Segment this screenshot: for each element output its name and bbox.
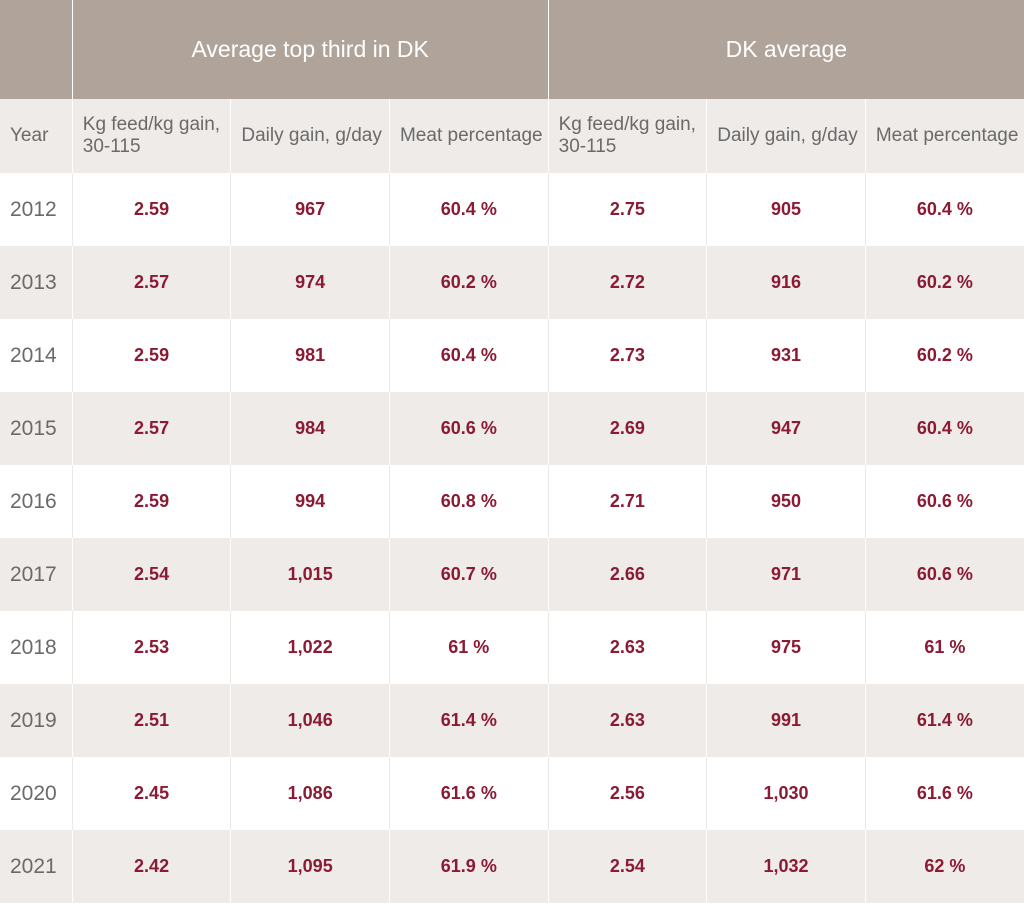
- dk-average-meat-cell: 61.6 %: [864, 757, 1024, 830]
- top-third-meat-cell: 60.7 %: [388, 538, 549, 611]
- table-row: 2017 2.54 1,015 60.7 % 2.66 971 60.6 %: [0, 538, 1024, 611]
- dk-average-meat-cell: 60.2 %: [864, 246, 1024, 319]
- dk-average-gain-cell: 975: [706, 611, 866, 684]
- year-cell: 2019: [0, 684, 73, 757]
- table-row: 2014 2.59 981 60.4 % 2.73 931 60.2 %: [0, 319, 1024, 392]
- year-cell: 2020: [0, 757, 73, 830]
- dk-average-gain-cell: 916: [706, 246, 866, 319]
- top-third-feed-cell: 2.51: [71, 684, 231, 757]
- table-row: 2019 2.51 1,046 61.4 % 2.63 991 61.4 %: [0, 684, 1024, 757]
- table-row: 2012 2.59 967 60.4 % 2.75 905 60.4 %: [0, 173, 1024, 246]
- table-row: 2018 2.53 1,022 61 % 2.63 975 61 %: [0, 611, 1024, 684]
- dk-average-gain-cell: 950: [706, 465, 866, 538]
- top-third-gain-cell: 981: [230, 319, 390, 392]
- table-body: 2012 2.59 967 60.4 % 2.75 905 60.4 % 2013 2.57 97…: [0, 173, 1024, 903]
- top-third-meat-cell: 61.4 %: [388, 684, 549, 757]
- column-header-year: Year: [0, 99, 73, 173]
- dk-average-meat-cell: 60.4 %: [864, 173, 1024, 246]
- column-header-gain: Daily gain, g/day: [706, 99, 866, 173]
- column-header-feed: Kg feed/kg gain, 30-115: [71, 99, 231, 173]
- column-header-meat: Meat percentage: [388, 99, 549, 173]
- column-header-gain: Daily gain, g/day: [230, 99, 390, 173]
- year-cell: 2014: [0, 319, 73, 392]
- year-cell: 2013: [0, 246, 73, 319]
- dk-average-meat-cell: 60.2 %: [864, 319, 1024, 392]
- top-third-gain-cell: 1,086: [230, 757, 390, 830]
- table-row: 2020 2.45 1,086 61.6 % 2.56 1,030 61.6 %: [0, 757, 1024, 830]
- dk-average-feed-cell: 2.69: [547, 392, 707, 465]
- dk-average-gain-cell: 905: [706, 173, 866, 246]
- year-cell: 2018: [0, 611, 73, 684]
- column-header-feed: Kg feed/kg gain, 30-115: [547, 99, 707, 173]
- top-third-meat-cell: 60.4 %: [388, 319, 549, 392]
- dk-average-gain-cell: 931: [706, 319, 866, 392]
- dk-average-gain-cell: 1,032: [706, 830, 866, 903]
- top-third-feed-cell: 2.59: [71, 173, 231, 246]
- top-third-gain-cell: 1,095: [230, 830, 390, 903]
- top-third-meat-cell: 61.9 %: [388, 830, 549, 903]
- top-third-gain-cell: 974: [230, 246, 390, 319]
- year-cell: 2016: [0, 465, 73, 538]
- top-third-feed-cell: 2.57: [71, 392, 231, 465]
- table-row: 2013 2.57 974 60.2 % 2.72 916 60.2 %: [0, 246, 1024, 319]
- column-header-meat: Meat percentage: [864, 99, 1024, 173]
- dk-average-feed-cell: 2.71: [547, 465, 707, 538]
- year-cell: 2012: [0, 173, 73, 246]
- group-header-dk-average: DK average: [547, 0, 1024, 99]
- dk-average-meat-cell: 60.6 %: [864, 465, 1024, 538]
- dk-average-meat-cell: 62 %: [864, 830, 1024, 903]
- dk-average-gain-cell: 991: [706, 684, 866, 757]
- dk-average-meat-cell: 60.4 %: [864, 392, 1024, 465]
- year-cell: 2017: [0, 538, 73, 611]
- dk-average-feed-cell: 2.54: [547, 830, 707, 903]
- top-third-feed-cell: 2.57: [71, 246, 231, 319]
- column-header-row: Year Kg feed/kg gain, 30-115 Daily gain,…: [0, 99, 1024, 173]
- header-corner: [0, 0, 73, 99]
- table-row: 2016 2.59 994 60.8 % 2.71 950 60.6 %: [0, 465, 1024, 538]
- top-third-feed-cell: 2.42: [71, 830, 231, 903]
- top-third-meat-cell: 60.4 %: [388, 173, 549, 246]
- year-cell: 2021: [0, 830, 73, 903]
- top-third-gain-cell: 967: [230, 173, 390, 246]
- top-third-feed-cell: 2.54: [71, 538, 231, 611]
- top-third-feed-cell: 2.59: [71, 465, 231, 538]
- top-third-meat-cell: 60.6 %: [388, 392, 549, 465]
- top-third-feed-cell: 2.59: [71, 319, 231, 392]
- top-third-gain-cell: 994: [230, 465, 390, 538]
- dk-average-feed-cell: 2.66: [547, 538, 707, 611]
- group-header-top-third: Average top third in DK: [71, 0, 549, 99]
- group-header-row: Average top third in DK DK average: [0, 0, 1024, 99]
- top-third-gain-cell: 984: [230, 392, 390, 465]
- top-third-meat-cell: 61.6 %: [388, 757, 549, 830]
- dk-average-gain-cell: 947: [706, 392, 866, 465]
- dk-average-feed-cell: 2.73: [547, 319, 707, 392]
- dk-average-meat-cell: 60.6 %: [864, 538, 1024, 611]
- top-third-gain-cell: 1,015: [230, 538, 390, 611]
- top-third-gain-cell: 1,022: [230, 611, 390, 684]
- dk-average-meat-cell: 61 %: [864, 611, 1024, 684]
- top-third-meat-cell: 60.2 %: [388, 246, 549, 319]
- year-cell: 2015: [0, 392, 73, 465]
- table-row: 2015 2.57 984 60.6 % 2.69 947 60.4 %: [0, 392, 1024, 465]
- dk-average-feed-cell: 2.56: [547, 757, 707, 830]
- top-third-feed-cell: 2.45: [71, 757, 231, 830]
- top-third-meat-cell: 60.8 %: [388, 465, 549, 538]
- dk-average-meat-cell: 61.4 %: [864, 684, 1024, 757]
- top-third-gain-cell: 1,046: [230, 684, 390, 757]
- dk-average-feed-cell: 2.63: [547, 611, 707, 684]
- dk-average-feed-cell: 2.63: [547, 684, 707, 757]
- dk-average-gain-cell: 1,030: [706, 757, 866, 830]
- top-third-feed-cell: 2.53: [71, 611, 231, 684]
- dk-average-feed-cell: 2.72: [547, 246, 707, 319]
- table-row: 2021 2.42 1,095 61.9 % 2.54 1,032 62 %: [0, 830, 1024, 903]
- dk-average-feed-cell: 2.75: [547, 173, 707, 246]
- top-third-meat-cell: 61 %: [388, 611, 549, 684]
- dk-average-gain-cell: 971: [706, 538, 866, 611]
